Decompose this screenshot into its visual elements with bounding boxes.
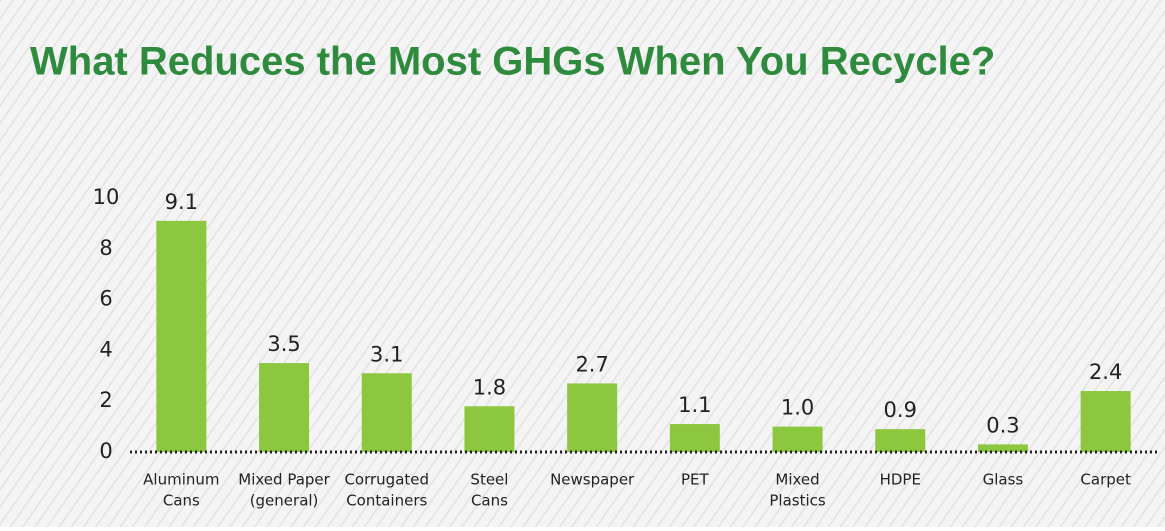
bar — [156, 220, 207, 452]
value-label: 2.7 — [575, 352, 608, 376]
x-tick-label: Steel — [470, 471, 508, 489]
y-tick-label: 8 — [99, 236, 112, 260]
bar — [259, 363, 310, 452]
value-label: 3.5 — [267, 332, 300, 356]
y-tick-label: 0 — [99, 439, 112, 463]
bar — [875, 429, 926, 452]
x-tick-label: Newspaper — [550, 471, 635, 489]
x-tick-label: Mixed Paper — [238, 471, 330, 489]
bar — [772, 426, 823, 452]
value-label: 1.1 — [678, 393, 711, 417]
value-label: 0.3 — [986, 413, 1019, 437]
bar — [567, 383, 618, 452]
x-tick-label: Aluminum — [143, 471, 219, 489]
x-tick-label: Mixed — [775, 471, 819, 489]
bar — [1080, 391, 1131, 452]
bar — [977, 444, 1028, 452]
x-tick-label: Cans — [163, 492, 200, 510]
y-tick-label: 6 — [99, 287, 112, 311]
y-tick-label: 4 — [99, 337, 112, 361]
y-tick-label: 2 — [99, 388, 112, 412]
value-label: 3.1 — [370, 342, 403, 366]
chart-title: What Reduces the Most GHGs When You Recy… — [30, 40, 995, 84]
x-tick-label: PET — [681, 471, 710, 489]
value-label: 2.4 — [1089, 360, 1122, 384]
bar — [669, 424, 720, 452]
x-tick-label: Plastics — [769, 492, 826, 510]
x-tick-label: HDPE — [880, 471, 921, 489]
bar — [361, 373, 412, 452]
x-tick-label: Corrugated — [344, 471, 429, 489]
value-label: 1.0 — [781, 396, 814, 420]
x-tick-label: Cans — [471, 492, 508, 510]
x-tick-label: (general) — [250, 492, 319, 510]
value-label: 9.1 — [165, 190, 198, 214]
y-tick-label: 10 — [93, 185, 120, 209]
x-tick-label: Glass — [983, 471, 1024, 489]
x-tick-label: Carpet — [1080, 471, 1131, 489]
bar — [464, 406, 515, 452]
value-label: 0.9 — [884, 398, 917, 422]
x-tick-label: Containers — [346, 492, 427, 510]
value-label: 1.8 — [473, 375, 506, 399]
